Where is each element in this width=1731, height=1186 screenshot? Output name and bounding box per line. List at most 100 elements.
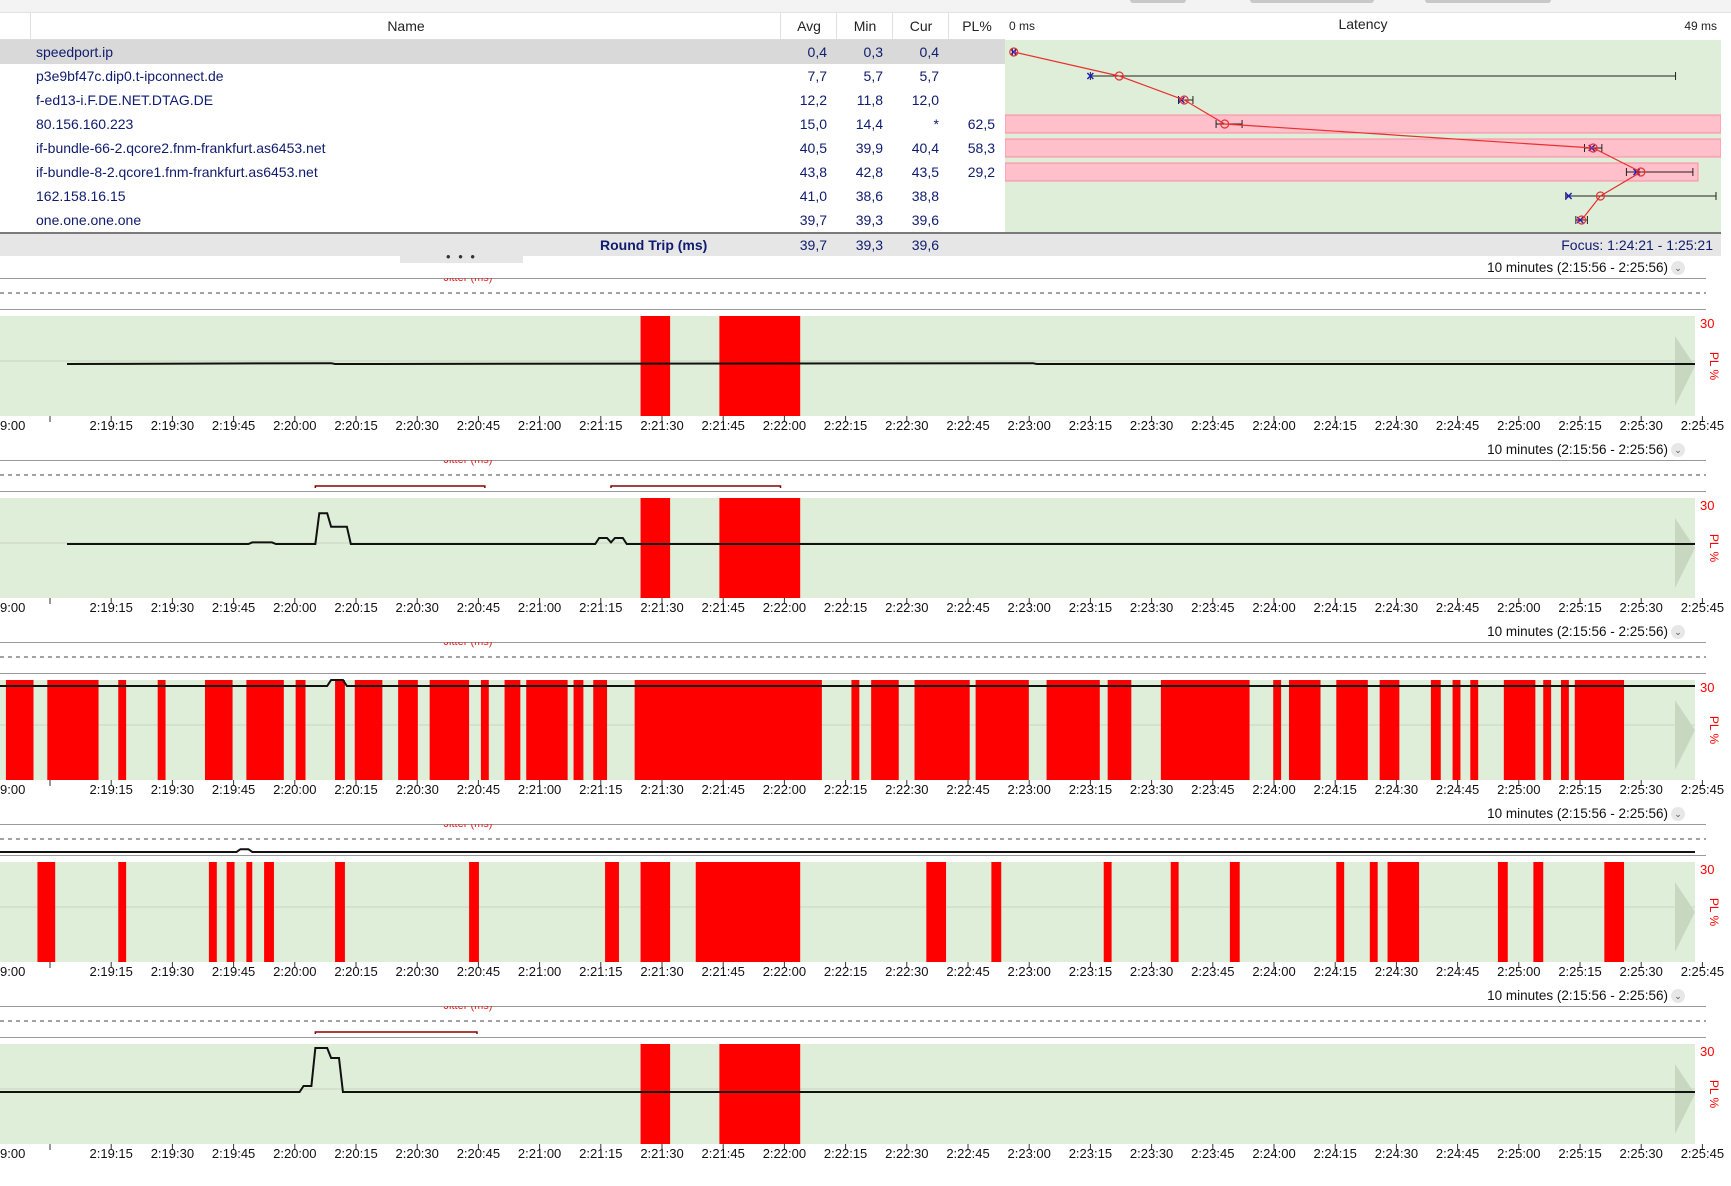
packet-loss-bar (354, 680, 383, 780)
scroll-arrow-icon (1675, 1064, 1695, 1134)
time-range-selector[interactable]: 10 minutes (2:15:56 - 2:25:56) ⌄ (1487, 806, 1685, 822)
x-tick-label: 2:22:15 (824, 964, 867, 979)
packet-loss-bar (246, 680, 284, 780)
packet-loss-bar (526, 680, 568, 780)
toolbar-button[interactable] (1425, 0, 1551, 3)
packet-loss-band (1004, 162, 1699, 182)
packet-loss-bar (118, 862, 127, 962)
packet-loss-bar (1170, 862, 1179, 962)
timeline-panel: 10 minutes (2:15:56 - 2:25:56) ⌄ Jitter (m… (0, 806, 1731, 990)
latency-avg-point (1577, 215, 1587, 225)
hop-min: 42,8 (855, 164, 883, 180)
column-header-min[interactable]: Min (836, 13, 893, 39)
packet-loss-bar (1046, 680, 1100, 780)
toolbar-button[interactable] (1130, 0, 1186, 3)
hop-name: if-bundle-66-2.qcore2.fnm-frankfurt.as64… (36, 140, 326, 156)
x-tick-label: 2:20:00 (273, 782, 316, 797)
pl-axis-label: PL % (1707, 716, 1721, 745)
packet-loss-bar (851, 680, 860, 780)
time-range-label: 10 minutes (2:15:56 - 2:25:56) (1487, 988, 1668, 1003)
pane-splitter[interactable]: • • • (400, 250, 523, 263)
x-tick-label: 2:24:00 (1252, 600, 1295, 615)
timeline-chart: Jitter (ms) 30 PL % 9:00 2:19:15 2:19:30 2:19:… (0, 824, 1724, 979)
x-tick-label: 2:22:30 (885, 1146, 928, 1161)
hop-pl: 29,2 (967, 164, 995, 180)
table-row[interactable]: p3e9bf47c.dip0.t-ipconnect.de 7,7 5,7 5,7 (0, 64, 1005, 88)
chevron-down-icon[interactable]: ⌄ (1671, 625, 1685, 640)
x-tick-label: 2:21:00 (518, 1146, 561, 1161)
x-tick-label: 2:24:30 (1375, 600, 1418, 615)
column-header-pl[interactable]: PL% (948, 13, 1005, 39)
x-tick-label: 2:23:45 (1191, 964, 1234, 979)
timeline-chart: Jitter (ms) 30 PL % 9:00 2:19:15 2:19:30 2:19:… (0, 460, 1724, 615)
column-header-avg[interactable]: Avg (780, 13, 837, 39)
x-tick-label: 2:19:15 (90, 782, 133, 797)
table-row[interactable]: f-ed13-i.F.DE.NET.DTAG.DE 12,2 11,8 12,0 (0, 88, 1005, 112)
x-tick-label: 2:23:30 (1130, 782, 1173, 797)
packet-loss-band (1004, 114, 1722, 134)
hop-avg: 40,5 (799, 140, 827, 156)
table-row[interactable]: one.one.one.one 39,7 39,3 39,6 (0, 208, 1005, 232)
x-tick-label: 2:25:00 (1497, 418, 1540, 433)
latency-avg-point (1588, 143, 1598, 153)
latency-line (0, 1047, 1695, 1093)
x-tick-label: 2:25:30 (1620, 418, 1663, 433)
hop-avg: 15,0 (799, 116, 827, 132)
packet-loss-bar (607, 862, 619, 962)
table-row[interactable]: if-bundle-8-2.qcore1.fnm-frankfurt.as645… (0, 160, 1005, 184)
column-header-name[interactable]: Name (30, 13, 781, 39)
packet-loss-bar (719, 316, 801, 416)
x-tick-label: 2:19:30 (151, 600, 194, 615)
chevron-down-icon[interactable]: ⌄ (1671, 989, 1685, 1004)
table-row[interactable]: if-bundle-66-2.qcore2.fnm-frankfurt.as64… (0, 136, 1005, 160)
time-range-selector[interactable]: 10 minutes (2:15:56 - 2:25:56) ⌄ (1487, 624, 1685, 640)
hop-min: 0,3 (863, 44, 883, 60)
x-tick-label: 2:20:15 (334, 600, 377, 615)
hop-avg: 39,7 (799, 212, 827, 228)
x-tick-label: 2:22:15 (824, 1146, 867, 1161)
table-row[interactable]: 80.156.160.223 15,0 14,4 * 62,5 (0, 112, 1005, 136)
plot-area (0, 316, 1695, 416)
toolbar-button[interactable] (1250, 0, 1374, 3)
table-row[interactable]: 162.158.16.15 41,0 38,6 38,8 (0, 184, 1005, 208)
chevron-down-icon[interactable]: ⌄ (1671, 261, 1685, 276)
packet-loss-bar (871, 680, 899, 780)
packet-loss-bar (719, 1044, 801, 1144)
x-tick-label: 9:00 (0, 964, 25, 979)
timeline-chart: Jitter (ms) 30 PL % 9:00 2:19:15 2:19:30 2:19:… (0, 1006, 1724, 1161)
x-tick-label: 2:19:45 (212, 964, 255, 979)
time-range-selector[interactable]: 10 minutes (2:15:56 - 2:25:56) ⌄ (1487, 260, 1685, 276)
jitter-label: Jitter (ms) (444, 642, 493, 648)
latency-avg-point (1009, 47, 1019, 57)
x-tick-label: 2:21:30 (640, 1146, 683, 1161)
x-tick-label: 2:24:00 (1252, 964, 1295, 979)
x-tick-label: 2:25:45 (1681, 782, 1724, 797)
x-tick-label: 9:00 (0, 600, 25, 615)
x-tick-label: 2:24:45 (1436, 782, 1479, 797)
x-tick-label: 2:20:30 (396, 964, 439, 979)
packet-loss-bar (640, 1044, 671, 1144)
plot-area (0, 862, 1695, 962)
latency-avg-point (1595, 191, 1606, 201)
packet-loss-bar (1103, 862, 1112, 962)
chevron-down-icon[interactable]: ⌄ (1671, 807, 1685, 822)
table-row[interactable]: speedport.ip 0,4 0,3 0,4 (0, 40, 1005, 64)
x-tick-label: 2:22:00 (763, 1146, 806, 1161)
hop-min: 38,6 (855, 188, 883, 204)
column-header-cur[interactable]: Cur (892, 13, 949, 39)
x-tick-label: 2:24:15 (1314, 600, 1357, 615)
jitter-segment (314, 1031, 478, 1034)
x-tick-label: 2:23:30 (1130, 964, 1173, 979)
x-tick-label: 2:22:00 (763, 600, 806, 615)
time-range-selector[interactable]: 10 minutes (2:15:56 - 2:25:56) ⌄ (1487, 988, 1685, 1004)
chevron-down-icon[interactable]: ⌄ (1671, 443, 1685, 458)
x-tick-label: 2:25:15 (1558, 782, 1601, 797)
focus-range[interactable]: Focus: 1:24:21 - 1:25:21 (1561, 237, 1713, 253)
x-tick-label: 2:21:45 (702, 782, 745, 797)
hop-name: f-ed13-i.F.DE.NET.DTAG.DE (36, 92, 214, 108)
scroll-arrow-icon (1675, 700, 1695, 770)
time-range-selector[interactable]: 10 minutes (2:15:56 - 2:25:56) ⌄ (1487, 442, 1685, 458)
x-tick-label: 2:23:00 (1008, 1146, 1051, 1161)
hop-pl (938, 208, 995, 232)
x-tick-label: 2:20:15 (334, 418, 377, 433)
